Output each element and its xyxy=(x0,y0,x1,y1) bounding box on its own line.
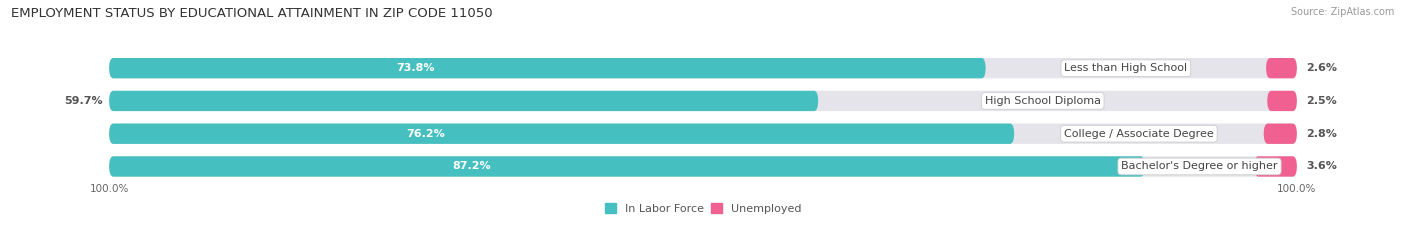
Text: 2.6%: 2.6% xyxy=(1306,63,1337,73)
Text: High School Diploma: High School Diploma xyxy=(984,96,1101,106)
Text: 73.8%: 73.8% xyxy=(396,63,434,73)
Text: Bachelor's Degree or higher: Bachelor's Degree or higher xyxy=(1121,161,1278,171)
Text: 76.2%: 76.2% xyxy=(406,129,446,139)
Text: 87.2%: 87.2% xyxy=(453,161,491,171)
Text: College / Associate Degree: College / Associate Degree xyxy=(1064,129,1213,139)
Text: Less than High School: Less than High School xyxy=(1064,63,1188,73)
FancyBboxPatch shape xyxy=(1254,156,1296,177)
FancyBboxPatch shape xyxy=(110,91,818,111)
Text: 3.6%: 3.6% xyxy=(1306,161,1337,171)
Text: 100.0%: 100.0% xyxy=(90,184,129,194)
Text: 100.0%: 100.0% xyxy=(1277,184,1316,194)
FancyBboxPatch shape xyxy=(110,156,1296,177)
FancyBboxPatch shape xyxy=(110,58,986,78)
FancyBboxPatch shape xyxy=(1265,58,1296,78)
Legend: In Labor Force, Unemployed: In Labor Force, Unemployed xyxy=(600,199,806,218)
FancyBboxPatch shape xyxy=(110,91,1296,111)
Text: Source: ZipAtlas.com: Source: ZipAtlas.com xyxy=(1291,7,1395,17)
Text: 59.7%: 59.7% xyxy=(65,96,103,106)
Text: EMPLOYMENT STATUS BY EDUCATIONAL ATTAINMENT IN ZIP CODE 11050: EMPLOYMENT STATUS BY EDUCATIONAL ATTAINM… xyxy=(11,7,494,20)
FancyBboxPatch shape xyxy=(110,123,1296,144)
Text: 2.5%: 2.5% xyxy=(1306,96,1337,106)
FancyBboxPatch shape xyxy=(1264,123,1296,144)
FancyBboxPatch shape xyxy=(110,58,1296,78)
FancyBboxPatch shape xyxy=(110,156,1144,177)
FancyBboxPatch shape xyxy=(110,123,1014,144)
FancyBboxPatch shape xyxy=(1267,91,1296,111)
Text: 2.8%: 2.8% xyxy=(1306,129,1337,139)
